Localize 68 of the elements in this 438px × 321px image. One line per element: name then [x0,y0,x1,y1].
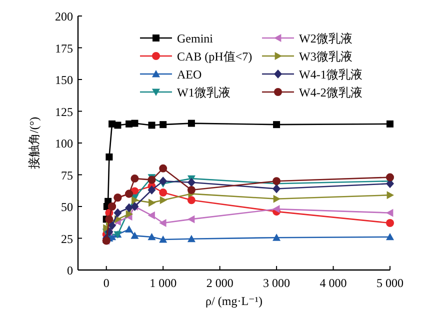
point [148,176,156,184]
legend-label: W3微乳液 [299,50,352,64]
point [132,196,139,204]
point [386,173,394,182]
point [187,196,196,204]
x-axis-title: ρ/ (mg·L⁻¹) [206,294,262,308]
x-tick-label: 3 000 [263,276,290,290]
x-tick-label: 0 [103,276,110,290]
point [272,205,280,214]
legend-label: Gemini [177,32,214,46]
point [148,122,156,129]
y-axis-title: 接触角/(°) [27,116,41,170]
y-tick-label: 150 [55,73,73,87]
point [273,194,281,203]
y-tick-label: 0 [67,264,73,278]
point [148,232,156,240]
point [130,174,139,183]
point [187,178,196,187]
legend-label: AEO [177,68,202,82]
point [386,232,394,240]
legend-label: W2微乳液 [299,32,352,46]
point [160,196,168,204]
point [187,186,196,194]
point [386,120,394,128]
point [148,185,156,194]
point [130,232,139,239]
point [272,177,281,186]
point [148,211,155,220]
legend-label: W4-2微乳液 [299,86,362,100]
y-tick-label: 200 [55,10,73,24]
point [272,234,281,241]
point [386,219,394,228]
x-tick-label: 2 000 [206,276,234,290]
point [131,120,138,127]
legend-label: CAB (pH值<7) [177,50,252,64]
point [148,198,156,207]
y-tick-label: 50 [61,200,73,214]
point [159,176,168,186]
point [125,225,134,233]
point [159,164,168,172]
y-tick-label: 125 [55,104,73,119]
y-tick-label: 175 [55,41,73,56]
x-tick-label: 5 000 [376,276,404,290]
point [386,191,394,200]
x-tick-label: 1 000 [150,276,177,290]
y-tick-label: 100 [55,136,73,150]
point [187,215,195,224]
y-tick-label: 75 [61,168,73,182]
point [106,153,113,160]
point [126,210,134,218]
point [160,121,167,128]
y-tick-label: 25 [61,232,73,246]
point [386,208,394,217]
point [187,234,196,242]
point [273,121,280,128]
point [125,203,134,212]
point [159,219,166,228]
legend-label: W1微乳液 [177,86,230,100]
point [159,236,168,243]
point [188,120,195,127]
point [105,215,114,224]
point [114,122,122,129]
point [114,208,122,218]
point [159,188,168,197]
point [272,184,281,194]
point [108,221,116,230]
x-tick-label: 4 000 [320,276,347,290]
legend-label: W4-1微乳液 [299,68,362,82]
